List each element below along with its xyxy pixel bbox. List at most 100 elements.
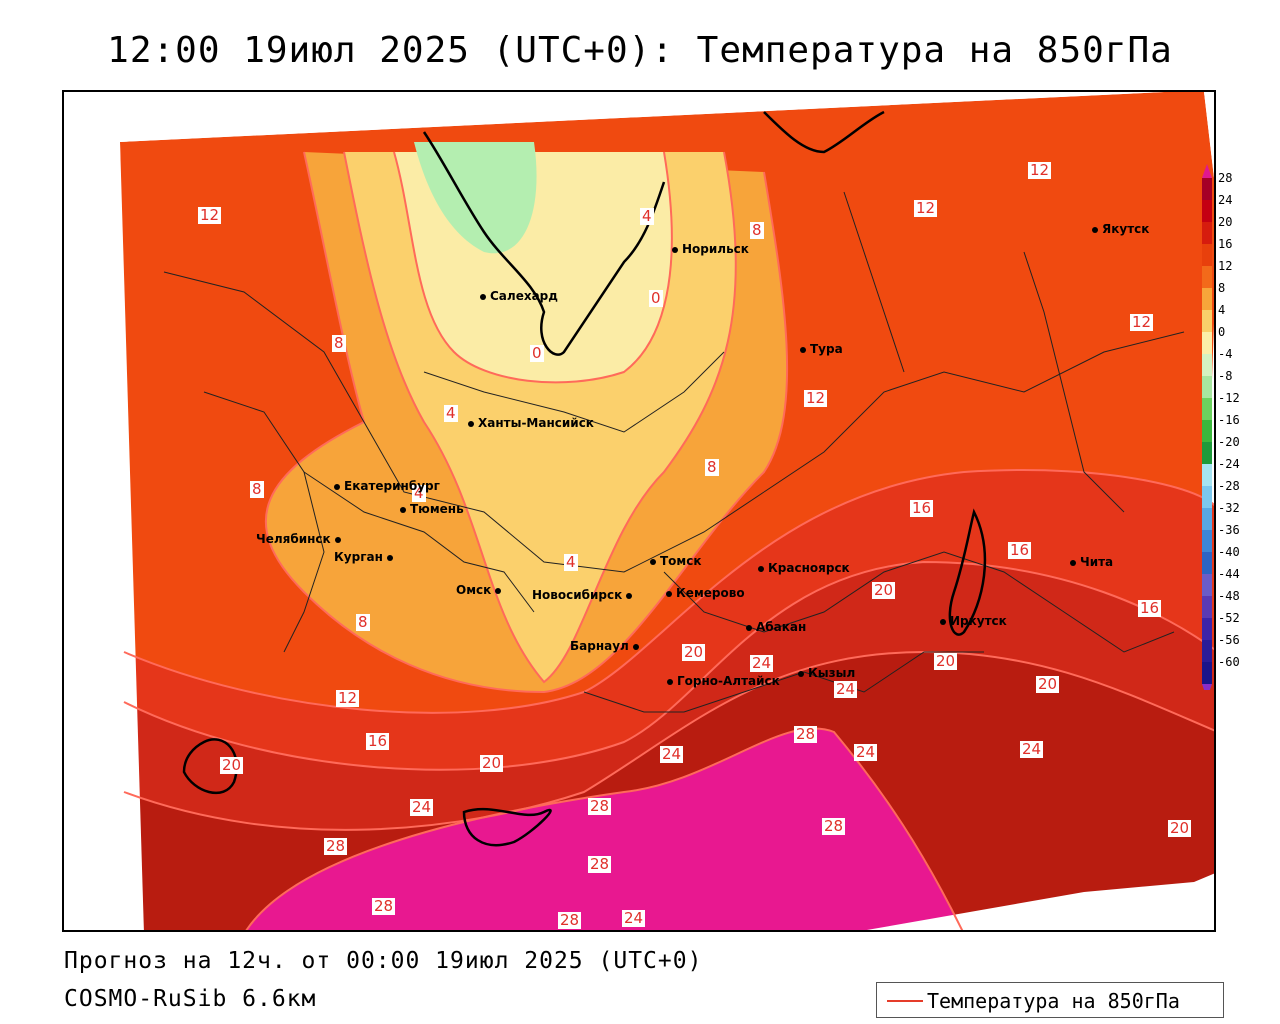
colorbar-tick-label: -28 [1218,479,1240,493]
colorbar-segment [1202,266,1212,288]
isotherm-label: 28 [372,897,396,915]
isotherm-label: 28 [324,837,348,855]
city-kemerovo[interactable]: Кемерово [666,586,745,600]
colorbar-segment [1202,618,1212,640]
colorbar-segment [1202,508,1212,530]
map-frame[interactable]: 12 12 12 12 12 12 8 8 8 8 8 4 4 4 4 0 0 … [62,90,1216,932]
isotherm-label: 20 [872,581,896,599]
isotherm-label: 4 [444,404,458,422]
colorbar-tick-label: -40 [1218,545,1240,559]
isotherm-label: 8 [250,480,264,498]
city-dot-icon [386,554,393,561]
colorbar-tick-label: -16 [1218,413,1240,427]
city-kyzyl[interactable]: Кызыл [798,666,855,680]
colorbar-segment [1202,200,1212,222]
city-chita[interactable]: Чита [1070,555,1113,569]
colorbar-segment [1202,662,1212,684]
city-yakutsk[interactable]: Якутск [1092,222,1149,236]
legend-line-swatch [887,1000,923,1002]
outside-domain [866,873,1214,930]
city-dot-icon [746,624,752,631]
city-omsk[interactable]: Омск [456,583,505,597]
city-dot-icon [800,346,806,353]
colorbar-tick-label: -12 [1218,391,1240,405]
colorbar-tick-label: 4 [1218,303,1225,317]
isotherm-label: 8 [705,458,719,476]
colorbar-tick-label: 16 [1218,237,1232,251]
isotherm-label: 24 [834,680,858,698]
map-title: 12:00 19июл 2025 (UTC+0): Температура на… [107,30,1173,71]
isotherm-label: 24 [660,745,684,763]
colorbar-segment [1202,398,1212,420]
model-name: COSMO-RuSib 6.6км [64,986,317,1012]
isotherm-label: 8 [750,221,764,239]
colorbar-segment [1202,574,1212,596]
field-28 [246,728,963,930]
temperature-map [64,92,1214,930]
colorbar-segment [1202,596,1212,618]
isotherm-label: 16 [1008,541,1032,559]
city-khanty-mansiysk[interactable]: Ханты-Мансийск [468,416,594,430]
city-chelyabinsk[interactable]: Челябинск [256,532,345,546]
city-abakan[interactable]: Абакан [746,620,806,634]
isotherm-label: 20 [1168,819,1192,837]
city-barnaul[interactable]: Барнаул [570,639,643,653]
isotherm-lines [123,151,1214,930]
city-dot-icon [334,536,341,543]
isotherm-label: 4 [640,207,654,225]
city-salekhard[interactable]: Салехард [480,289,558,303]
isotherm-label: 28 [794,725,818,743]
colorbar-tick-label: -44 [1218,567,1240,581]
city-dot-icon [650,558,656,565]
colorbar-segment [1202,222,1212,244]
isotherm-label: 24 [622,909,646,927]
city-dot-icon [468,420,474,427]
colorbar-tick-label: -56 [1218,633,1240,647]
isotherm-label: 12 [804,389,828,407]
colorbar-graphic: 28 24 20 16 12 8 4 0 -4 -8 -12 -16 -20 -24 -28 -32 -36 -4… [1202,164,1240,698]
city-novosibirsk[interactable]: Новосибирск [532,588,636,602]
city-dot-icon [632,643,639,650]
isotherm-label: 12 [336,689,360,707]
colorbar-segment [1202,178,1212,200]
colorbar-tick-label: -4 [1218,347,1232,361]
isotherm-label: 8 [332,334,346,352]
temperature-colorbar: 28 24 20 16 12 8 4 0 -4 -8 -12 -16 -20 -24 -28 -32 -36 -4… [1198,162,1280,698]
city-tura[interactable]: Тура [800,342,843,356]
city-kurgan[interactable]: Курган [334,550,397,564]
colorbar-tick-label: -20 [1218,435,1240,449]
map-legend: Температура на 850гПа [876,982,1224,1018]
colorbar-top-arrow [1202,164,1212,178]
city-tyumen[interactable]: Тюмень [400,502,464,516]
isotherm-label: 20 [220,756,244,774]
colorbar-segment [1202,552,1212,574]
isotherm-label: 28 [822,817,846,835]
colorbar-segment [1202,640,1212,662]
isotherm-label: 20 [934,652,958,670]
region-borders [163,191,1185,713]
colorbar-segment [1202,464,1212,486]
city-gorno-altaysk[interactable]: Горно-Алтайск [667,674,780,688]
city-dot-icon [1092,226,1098,233]
city-dot-icon [666,590,672,597]
city-tomsk[interactable]: Томск [650,554,702,568]
city-dot-icon [667,678,673,685]
isotherm-label: 16 [1138,599,1162,617]
colorbar-segment [1202,486,1212,508]
isotherm-label: 24 [410,798,434,816]
city-dot-icon [480,293,486,300]
city-krasnoyarsk[interactable]: Красноярск [758,561,850,575]
city-norilsk[interactable]: Норильск [672,242,749,256]
colorbar-segment [1202,288,1212,310]
colorbar-segment [1202,442,1212,464]
colorbar-tick-label: -36 [1218,523,1240,537]
city-dot-icon [1070,559,1076,566]
city-ekaterinburg[interactable]: Екатеринбург [334,479,440,493]
colorbar-segment [1202,530,1212,552]
city-dot-icon [626,592,633,599]
city-irkutsk[interactable]: Иркутск [940,614,1007,628]
isotherm-label: 4 [412,484,426,502]
isotherm-label: 0 [530,344,544,362]
isotherm-label: 24 [854,743,878,761]
colorbar-tick-label: 28 [1218,171,1232,185]
